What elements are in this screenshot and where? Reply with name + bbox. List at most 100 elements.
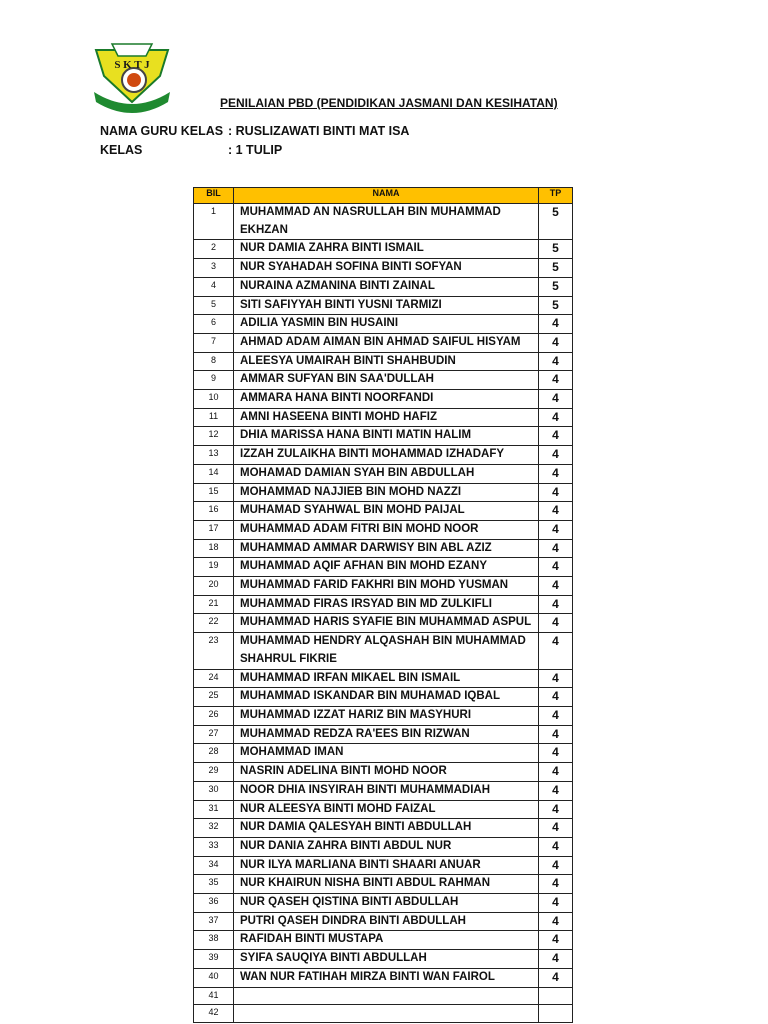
table-row: 11 AMNI HASEENA BINTI MOHD HAFIZ 4 xyxy=(193,407,573,428)
student-name: NOOR DHIA INSYIRAH BINTI MUHAMMADIAH xyxy=(233,780,539,801)
student-name: MUHAMMAD HENDRY ALQASHAH BIN MUHAMMAD SH… xyxy=(233,632,539,670)
student-name: NUR QASEH QISTINA BINTI ABDULLAH xyxy=(233,893,539,913)
table-row: 22 MUHAMMAD HARIS SYAFIE BIN MUHAMMAD ASP… xyxy=(193,613,573,634)
student-name: NUR SYAHADAH SOFINA BINTI SOFYAN xyxy=(233,258,539,278)
table-row: 14 MOHAMAD DAMIAN SYAH BIN ABDULLAH 4 xyxy=(193,463,573,484)
tp-score: 4 xyxy=(538,389,573,409)
row-number: 19 xyxy=(193,557,234,578)
teacher-label: NAMA GURU KELAS xyxy=(100,124,224,138)
table-row: 30 NOOR DHIA INSYIRAH BINTI MUHAMMADIAH 4 xyxy=(193,780,573,801)
student-name: WAN NUR FATIHAH MIRZA BINTI WAN FAIROL xyxy=(233,967,539,988)
table-row: 41 xyxy=(193,986,573,1006)
table-row: 37 PUTRI QASEH DINDRA BINTI ABDULLAH 4 xyxy=(193,911,573,932)
row-number: 30 xyxy=(193,780,234,801)
row-number: 28 xyxy=(193,743,234,764)
student-name: RAFIDAH BINTI MUSTAPA xyxy=(233,930,539,951)
tp-score: 5 xyxy=(538,295,573,316)
tp-score: 4 xyxy=(538,836,573,857)
student-name: NASRIN ADELINA BINTI MOHD NOOR xyxy=(233,762,539,782)
table-row: 24 MUHAMMAD IRFAN MIKAEL BIN ISMAIL 4 xyxy=(193,668,573,689)
tp-score xyxy=(538,1004,573,1023)
table-row: 39 SYIFA SAUQIYA BINTI ABDULLAH 4 xyxy=(193,949,573,969)
student-name: AMMARA HANA BINTI NOORFANDI xyxy=(233,389,539,409)
tp-score: 4 xyxy=(538,949,573,969)
row-number: 10 xyxy=(193,389,234,409)
tp-score: 4 xyxy=(538,855,573,876)
table-row: 42 xyxy=(193,1004,573,1023)
tp-score: 4 xyxy=(538,893,573,913)
student-name: NUR DAMIA ZAHRA BINTI ISMAIL xyxy=(233,239,539,260)
table-row: 16 MUHAMAD SYAHWAL BIN MOHD PAIJAL 4 xyxy=(193,501,573,521)
student-name xyxy=(233,986,539,1006)
student-name: PUTRI QASEH DINDRA BINTI ABDULLAH xyxy=(233,911,539,932)
student-name: NUR DAMIA QALESYAH BINTI ABDULLAH xyxy=(233,818,539,838)
tp-score: 4 xyxy=(538,799,573,820)
tp-score: 4 xyxy=(538,780,573,801)
header-nama: NAMA xyxy=(233,187,539,204)
tp-score: 4 xyxy=(538,613,573,634)
tp-score: 4 xyxy=(538,351,573,372)
tp-score: 5 xyxy=(538,258,573,278)
table-row: 34 NUR ILYA MARLIANA BINTI SHAARI ANUAR 4 xyxy=(193,855,573,876)
table-row: 35 NUR KHAIRUN NISHA BINTI ABDUL RAHMAN 4 xyxy=(193,874,573,895)
student-name: IZZAH ZULAIKHA BINTI MOHAMMAD IZHADAFY xyxy=(233,445,539,465)
table-row: 32 NUR DAMIA QALESYAH BINTI ABDULLAH 4 xyxy=(193,818,573,838)
tp-score: 4 xyxy=(538,332,573,353)
document-title: PENILAIAN PBD (PENDIDIKAN JASMANI DAN KE… xyxy=(220,96,558,110)
header-bil: BIL xyxy=(193,187,234,204)
table-row: 26 MUHAMMAD IZZAT HARIZ BIN MASYHURI 4 xyxy=(193,705,573,726)
student-name: MUHAMAD SYAHWAL BIN MOHD PAIJAL xyxy=(233,501,539,521)
table-row: 15 MOHAMMAD NAJJIEB BIN MOHD NAZZI 4 xyxy=(193,482,573,503)
tp-score: 5 xyxy=(538,239,573,260)
student-name: MUHAMMAD ADAM FITRI BIN MOHD NOOR xyxy=(233,519,539,540)
row-number: 27 xyxy=(193,724,234,745)
table-row: 18 MUHAMMAD AMMAR DARWISY BIN ABL AZIZ 4 xyxy=(193,538,573,559)
table-row: 5 SITI SAFIYYAH BINTI YUSNI TARMIZI 5 xyxy=(193,295,573,316)
table-header: BIL NAMA TP xyxy=(193,187,573,204)
row-number: 34 xyxy=(193,855,234,876)
class-value: : 1 TULIP xyxy=(228,143,283,157)
teacher-info: NAMA GURU KELAS: RUSLIZAWATI BINTI MAT I… xyxy=(100,124,409,138)
student-name: MUHAMMAD HARIS SYAFIE BIN MUHAMMAD ASPUL xyxy=(233,613,539,634)
student-name: MUHAMMAD FIRAS IRSYAD BIN MD ZULKIFLI xyxy=(233,594,539,615)
tp-score: 4 xyxy=(538,501,573,521)
row-number: 29 xyxy=(193,762,234,782)
school-logo: S K T J xyxy=(94,43,170,113)
table-row: 17 MUHAMMAD ADAM FITRI BIN MOHD NOOR 4 xyxy=(193,519,573,540)
student-name: MUHAMMAD AMMAR DARWISY BIN ABL AZIZ xyxy=(233,538,539,559)
table-row: 38 RAFIDAH BINTI MUSTAPA 4 xyxy=(193,930,573,951)
tp-score: 4 xyxy=(538,874,573,895)
table-row: 6 ADILIA YASMIN BIN HUSAINI 4 xyxy=(193,314,573,334)
student-name xyxy=(233,1004,539,1023)
row-number: 21 xyxy=(193,594,234,615)
tp-score: 5 xyxy=(538,202,573,241)
row-number: 37 xyxy=(193,911,234,932)
table-row: 10 AMMARA HANA BINTI NOORFANDI 4 xyxy=(193,389,573,409)
row-number: 2 xyxy=(193,239,234,260)
row-number: 25 xyxy=(193,687,234,707)
row-number: 31 xyxy=(193,799,234,820)
table-row: 25 MUHAMMAD ISKANDAR BIN MUHAMAD IQBAL 4 xyxy=(193,687,573,707)
student-name: ALEESYA UMAIRAH BINTI SHAHBUDIN xyxy=(233,351,539,372)
row-number: 17 xyxy=(193,519,234,540)
student-name: SYIFA SAUQIYA BINTI ABDULLAH xyxy=(233,949,539,969)
tp-score: 4 xyxy=(538,519,573,540)
row-number: 20 xyxy=(193,576,234,596)
row-number: 1 xyxy=(193,202,234,241)
table-row: 20 MUHAMMAD FARID FAKHRI BIN MOHD YUSMAN 4 xyxy=(193,576,573,596)
student-name: MOHAMMAD IMAN xyxy=(233,743,539,764)
row-number: 24 xyxy=(193,668,234,689)
row-number: 7 xyxy=(193,332,234,353)
table-row: 4 NURAINA AZMANINA BINTI ZAINAL 5 xyxy=(193,276,573,297)
tp-score: 4 xyxy=(538,632,573,670)
student-name: NUR ALEESYA BINTI MOHD FAIZAL xyxy=(233,799,539,820)
row-number: 15 xyxy=(193,482,234,503)
student-name: AMNI HASEENA BINTI MOHD HAFIZ xyxy=(233,407,539,428)
student-name: NUR KHAIRUN NISHA BINTI ABDUL RAHMAN xyxy=(233,874,539,895)
tp-score: 4 xyxy=(538,743,573,764)
student-name: MOHAMAD DAMIAN SYAH BIN ABDULLAH xyxy=(233,463,539,484)
tp-score: 4 xyxy=(538,724,573,745)
row-number: 16 xyxy=(193,501,234,521)
table-row: 31 NUR ALEESYA BINTI MOHD FAIZAL 4 xyxy=(193,799,573,820)
